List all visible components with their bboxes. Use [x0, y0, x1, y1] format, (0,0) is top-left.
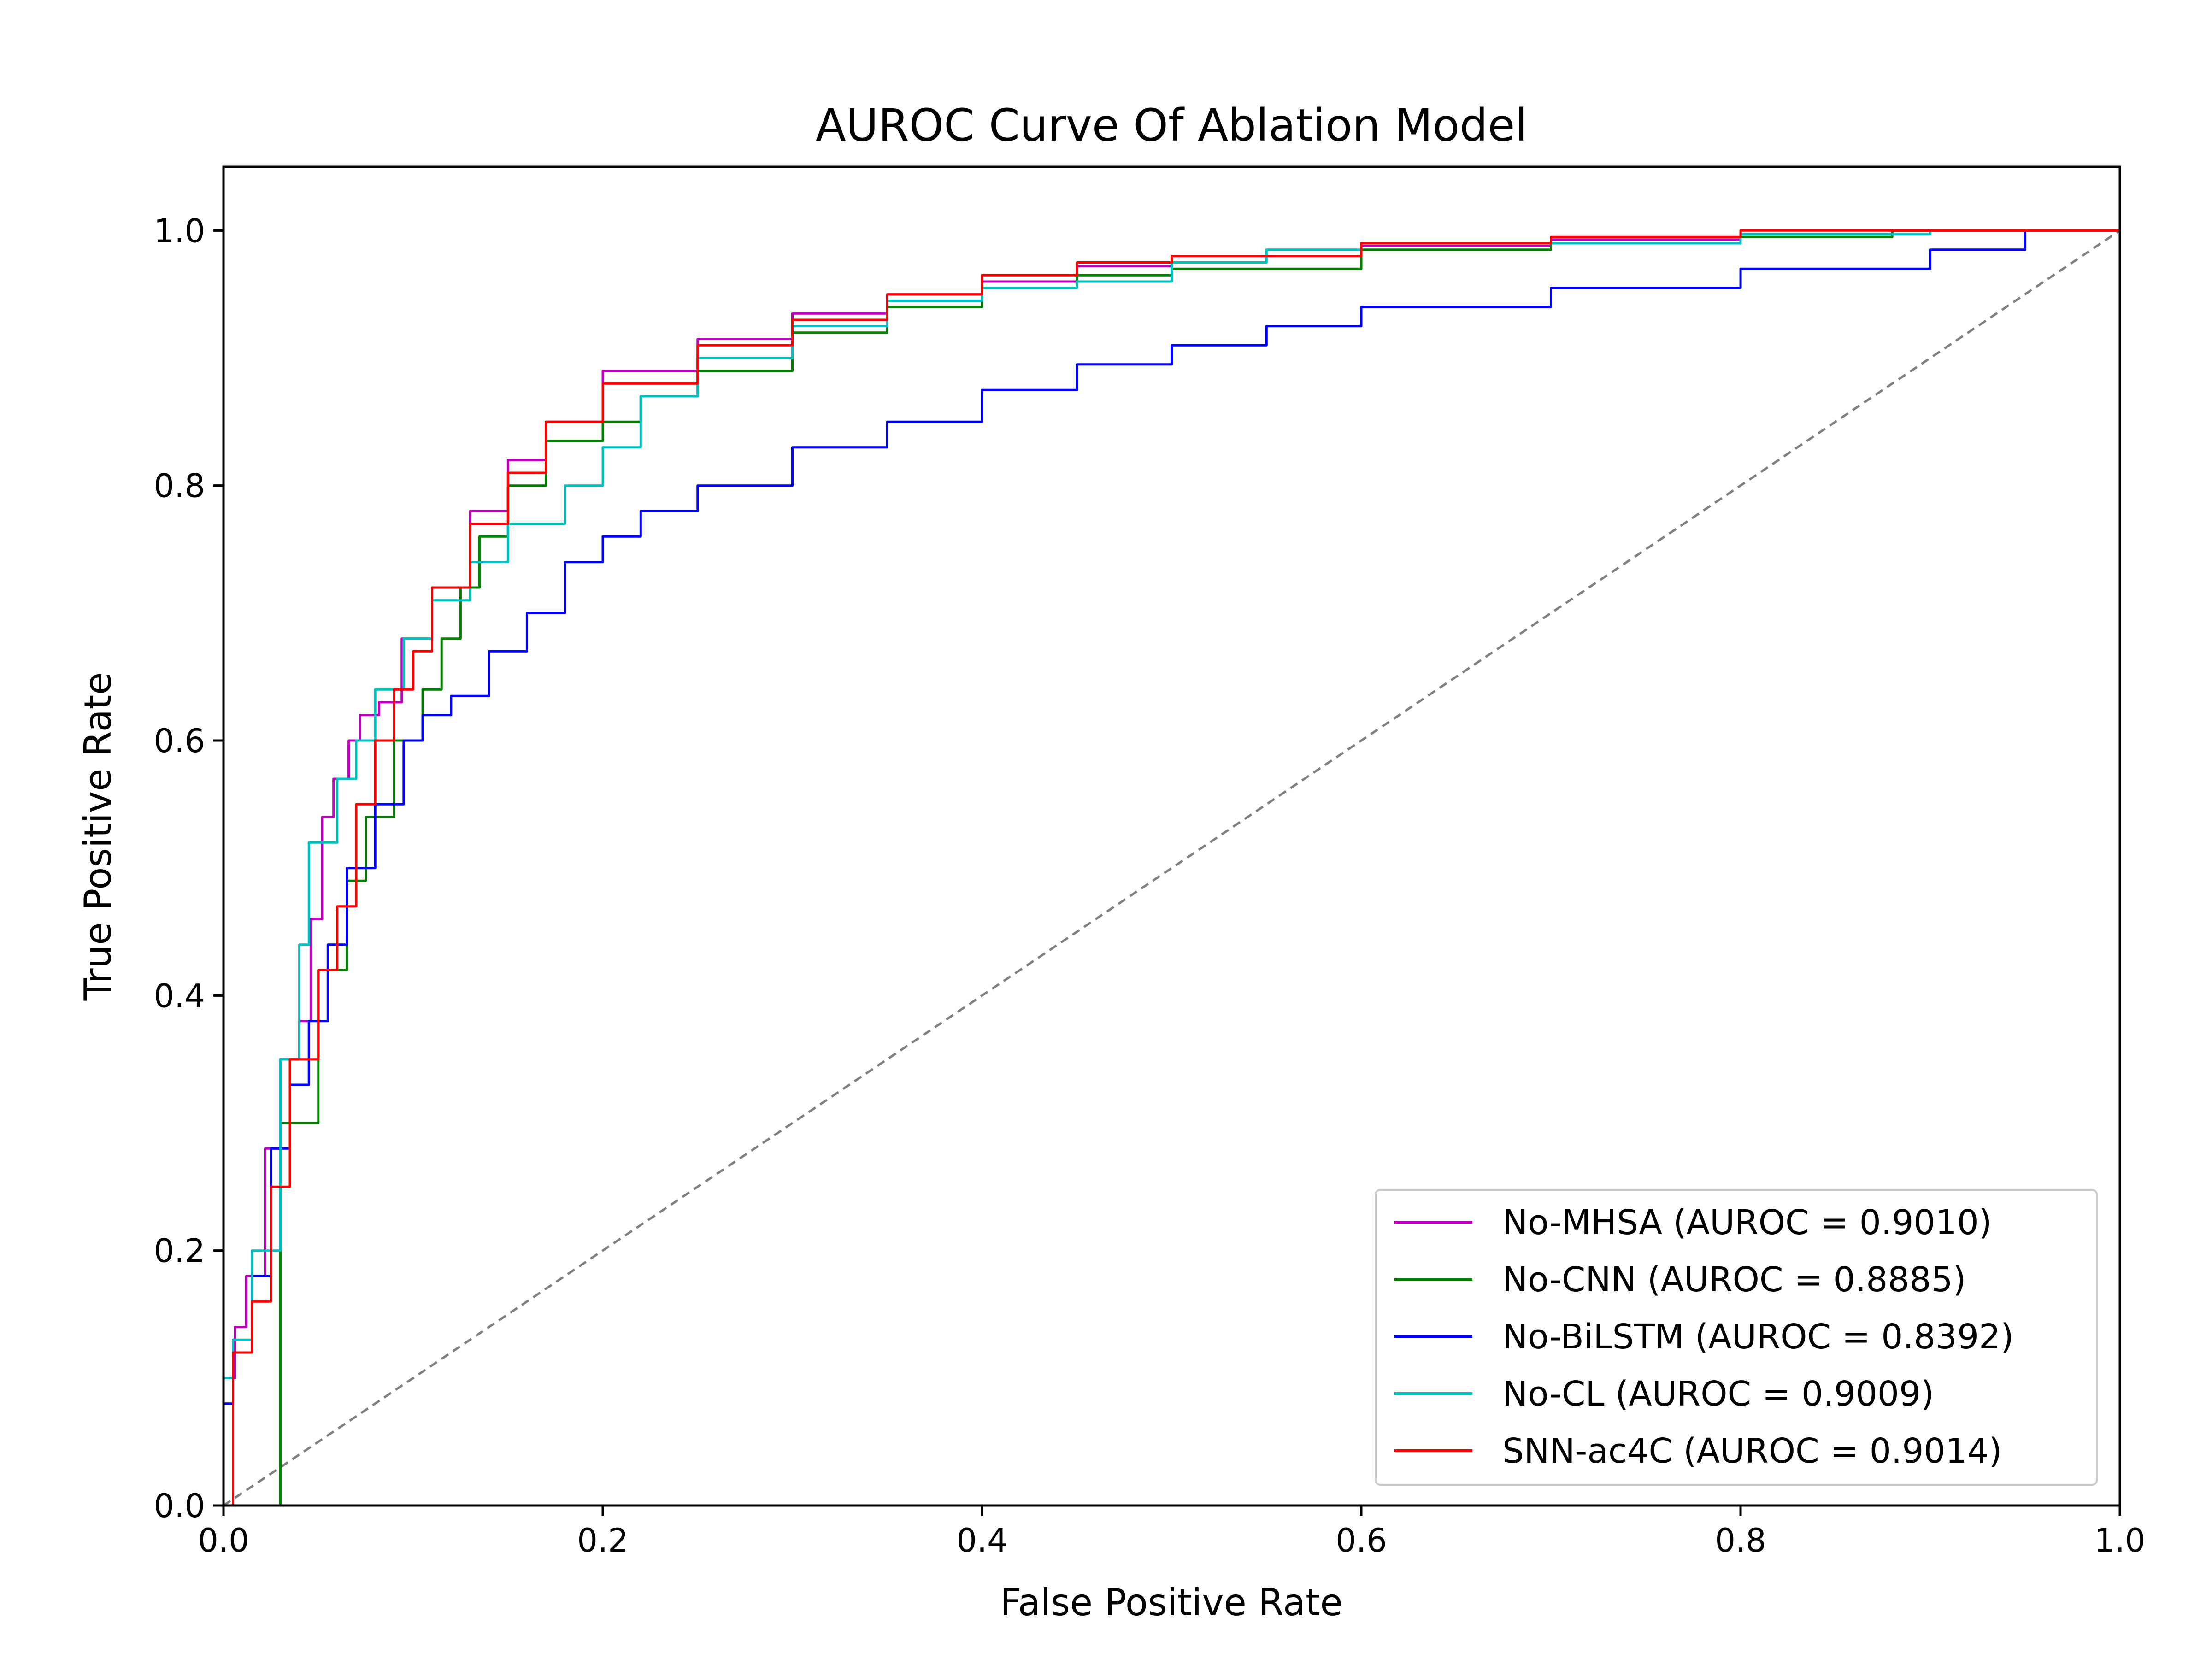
x-tick-label: 0.6 [1335, 1522, 1387, 1559]
series-line-2 [222, 230, 2026, 1506]
legend-label: SNN-ac4C (AUROC = 0.9014) [1502, 1431, 2002, 1471]
legend-box [1375, 1189, 2098, 1486]
legend-label: No-CNN (AUROC = 0.8885) [1502, 1260, 1966, 1300]
y-tick-label: 1.0 [154, 212, 205, 250]
x-tick-label: 0.0 [198, 1522, 249, 1559]
x-tick-label: 0.2 [577, 1522, 628, 1559]
y-tick-label: 0.2 [154, 1232, 205, 1270]
y-tick-label: 0.0 [154, 1487, 205, 1525]
series-line-4 [224, 229, 2120, 1507]
y-axis-title: True Positive Rate [76, 672, 119, 1001]
x-tick-label: 0.4 [956, 1522, 1007, 1559]
series-line-3 [222, 229, 2120, 1506]
series-line-1 [224, 229, 2120, 1507]
y-tick-label: 0.6 [154, 722, 205, 760]
x-tick-label: 1.0 [2094, 1522, 2145, 1559]
chart-title: AUROC Curve Of Ablation Model [816, 100, 1527, 151]
x-tick-label: 0.8 [1715, 1522, 1766, 1559]
legend-label: No-CL (AUROC = 0.9009) [1502, 1374, 1934, 1414]
x-axis-title: False Positive Rate [1000, 1581, 1343, 1624]
plot-frame [222, 165, 2121, 1507]
legend-label: No-BiLSTM (AUROC = 0.8392) [1502, 1317, 2014, 1357]
chance-diagonal-line [223, 229, 2121, 1507]
legend-label: No-MHSA (AUROC = 0.9010) [1502, 1203, 1992, 1242]
y-tick-label: 0.8 [154, 467, 205, 505]
y-tick-label: 0.4 [154, 977, 205, 1015]
